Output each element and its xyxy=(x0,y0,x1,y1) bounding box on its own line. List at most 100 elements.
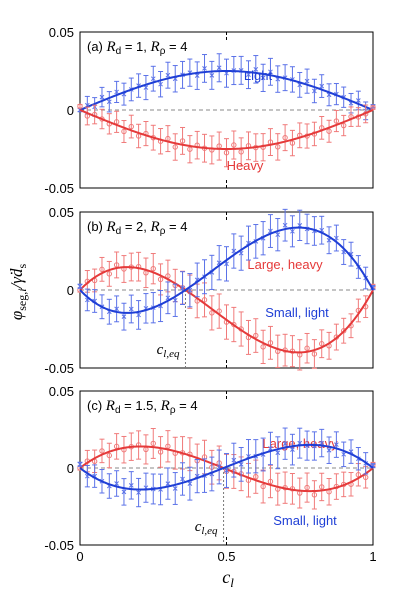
data-point xyxy=(172,297,178,303)
data-point xyxy=(290,447,295,452)
data-point xyxy=(194,73,200,79)
data-point xyxy=(319,83,325,89)
series-label: Large, heavy xyxy=(247,257,323,272)
data-point xyxy=(341,451,347,457)
data-point xyxy=(311,351,318,357)
data-point xyxy=(165,72,171,78)
data-point xyxy=(223,149,230,156)
data-point xyxy=(268,69,273,75)
series-light xyxy=(77,53,376,121)
y-tick-label: 0.05 xyxy=(49,25,74,40)
data-point xyxy=(319,484,325,490)
data-point xyxy=(157,449,164,455)
y-tick-label: 0.05 xyxy=(49,205,74,220)
data-point xyxy=(136,312,141,318)
data-point xyxy=(253,66,259,72)
data-point xyxy=(172,144,178,150)
data-point xyxy=(370,104,376,111)
series-small-light xyxy=(77,208,376,331)
fit-line xyxy=(79,226,374,314)
crossover-label: cl,eq xyxy=(195,519,218,537)
fit-line xyxy=(79,70,374,111)
panel-b: -0.05 0 0.05 (b) Rd = 2, Rρ = 4 cl,eq Large, … xyxy=(44,205,376,376)
data-point xyxy=(157,276,164,283)
data-point xyxy=(260,75,266,81)
fit-line xyxy=(79,266,374,354)
data-point xyxy=(282,222,288,228)
data-point xyxy=(326,447,332,453)
data-point xyxy=(304,484,310,491)
data-point xyxy=(114,481,119,486)
data-point xyxy=(253,332,259,339)
data-point xyxy=(172,486,178,491)
data-point xyxy=(289,140,296,146)
series-small-light xyxy=(77,427,376,508)
data-point xyxy=(311,492,318,498)
series-label: Heavy xyxy=(227,158,264,173)
data-point xyxy=(231,248,237,254)
data-point xyxy=(128,123,134,130)
data-point xyxy=(341,122,347,129)
data-point xyxy=(106,99,112,105)
data-point xyxy=(201,297,208,303)
data-point xyxy=(99,448,105,454)
data-point xyxy=(216,65,222,71)
series-label: Light xyxy=(244,68,273,83)
data-point xyxy=(114,89,119,95)
data-point xyxy=(267,478,274,485)
y-tick-label: -0.05 xyxy=(44,538,74,553)
data-point xyxy=(362,474,369,481)
data-point xyxy=(99,94,105,100)
data-point xyxy=(77,461,83,467)
data-point xyxy=(282,134,288,141)
data-point xyxy=(304,345,310,351)
data-point xyxy=(150,440,156,447)
x-tick-label: 1 xyxy=(369,549,376,564)
data-point xyxy=(128,482,134,488)
data-point xyxy=(128,306,134,312)
y-axis-label: φseg,i/γ̇ds xyxy=(7,264,29,321)
data-point xyxy=(231,457,237,463)
fit-line xyxy=(79,443,374,491)
data-point xyxy=(355,472,362,478)
series-heavy xyxy=(77,103,376,168)
data-point xyxy=(290,228,295,234)
data-point xyxy=(165,481,171,486)
data-point xyxy=(180,476,185,482)
data-point xyxy=(246,72,251,78)
x-tick-label: 0.5 xyxy=(217,549,235,564)
data-point xyxy=(355,98,361,103)
data-point xyxy=(121,489,127,495)
y-tick-label: 0 xyxy=(67,103,74,118)
data-point xyxy=(187,481,193,487)
data-point xyxy=(275,144,281,150)
fit-line xyxy=(79,109,374,150)
y-tick-label: -0.05 xyxy=(44,181,74,196)
data-point xyxy=(282,441,288,447)
panel-a: -0.05 0 0.05 (a) Rd = 1, Rρ = 4 Light Heavy xyxy=(44,25,376,196)
data-point xyxy=(209,310,215,316)
data-point xyxy=(238,149,244,155)
data-point xyxy=(179,138,186,144)
data-point xyxy=(77,103,83,109)
data-point xyxy=(136,490,141,495)
panel-label: (a) Rd = 1, Rρ = 4 xyxy=(87,39,187,57)
data-point xyxy=(319,440,325,446)
data-point xyxy=(180,285,185,291)
data-point xyxy=(341,328,347,334)
data-point xyxy=(326,237,332,243)
data-point xyxy=(304,78,310,84)
data-point xyxy=(231,142,237,148)
data-point xyxy=(267,340,274,346)
data-point xyxy=(326,128,332,134)
data-point xyxy=(238,462,244,467)
y-tick-label: -0.05 xyxy=(44,361,74,376)
data-point xyxy=(150,76,156,82)
data-point xyxy=(312,88,317,94)
data-point xyxy=(275,450,281,456)
data-point xyxy=(319,341,325,347)
data-point xyxy=(77,283,83,289)
data-point xyxy=(150,265,156,272)
data-point xyxy=(121,128,127,135)
